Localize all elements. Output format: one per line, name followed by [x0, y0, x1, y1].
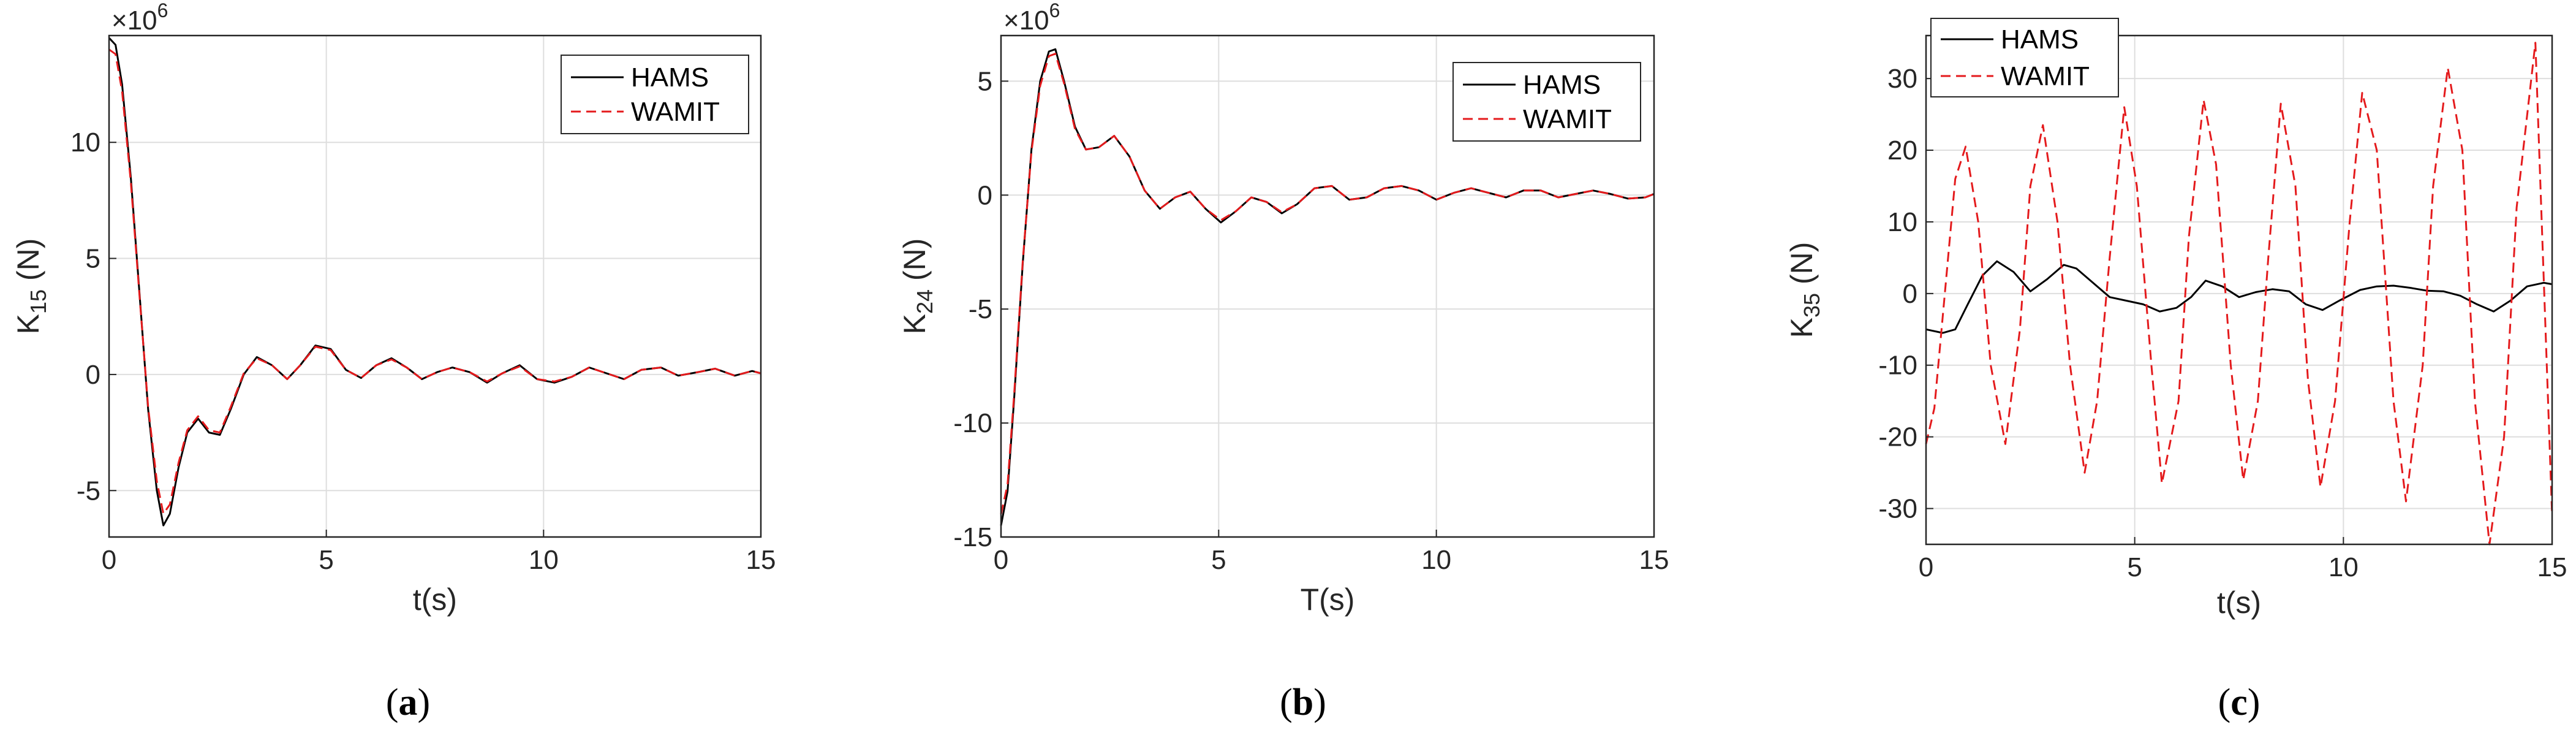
y-tick-label: -5: [77, 476, 100, 506]
y-tick-label: 5: [978, 66, 992, 96]
panel-a-ticks: 0 5 10 15 -5 0 5 10: [70, 128, 776, 575]
y-tick-label: 20: [1887, 135, 1917, 166]
legend-label-wamit: WAMIT: [631, 97, 720, 127]
panel-c-caption: (c): [2218, 682, 2261, 723]
y-tick-label: -10: [1878, 351, 1917, 381]
panel-a-grid: [109, 36, 761, 537]
y-tick-label: 10: [1887, 207, 1917, 237]
y-tick-label: 30: [1887, 64, 1917, 94]
y-tick-label: -15: [953, 522, 992, 552]
panel-b-exponent: ×106: [1003, 0, 1060, 36]
y-tick-label: 10: [70, 128, 100, 158]
panel-b-xlabel: T(s): [1301, 582, 1355, 617]
panel-a-exponent: ×106: [111, 0, 168, 36]
panel-a-legend: HAMS WAMIT: [561, 55, 749, 134]
x-tick-label: 0: [994, 545, 1008, 575]
panel-c: 0 5 10 15 -30 -20 -10 0 10 20 30 t(s) K35 (N) HAMS…: [1785, 18, 2567, 723]
legend-label-hams: HAMS: [631, 63, 709, 93]
x-tick-label: 0: [102, 545, 116, 575]
legend-label-wamit: WAMIT: [2001, 61, 2090, 91]
series-line-hams: [1925, 260, 2553, 334]
y-tick-label: -10: [953, 408, 992, 438]
x-tick-label: 0: [1919, 552, 1933, 582]
y-tick-label: 0: [978, 180, 992, 210]
x-tick-label: 15: [1639, 545, 1669, 575]
panel-b-legend: HAMS WAMIT: [1452, 62, 1641, 142]
y-tick-label: 0: [1903, 279, 1917, 309]
x-tick-label: 10: [1421, 545, 1451, 575]
panel-a: 0 5 10 15 -5 0 5 10 ×106 t(s) K15 (N) HAMS WAMI…: [11, 0, 776, 723]
legend-label-wamit: WAMIT: [1523, 104, 1612, 134]
x-tick-label: 15: [746, 545, 776, 575]
x-tick-label: 15: [2537, 552, 2567, 582]
legend-label-hams: HAMS: [1523, 70, 1601, 100]
panel-a-series: [108, 37, 761, 527]
panel-c-legend: HAMS WAMIT: [1930, 18, 2119, 97]
legend-box: [561, 55, 749, 134]
panel-b-series: [1000, 48, 1655, 526]
x-tick-label: 10: [529, 545, 559, 575]
panel-c-xlabel: t(s): [2217, 585, 2261, 620]
panel-b-caption: (b): [1280, 682, 1326, 723]
panel-c-plot-box: [1925, 34, 2553, 546]
panel-c-ticks: 0 5 10 15 -30 -20 -10 0 10 20 30: [1878, 64, 2567, 582]
y-tick-label: -20: [1878, 422, 1917, 452]
panel-c-ylabel: K35 (N): [1785, 242, 1824, 338]
panel-c-grid: [1926, 36, 2552, 544]
x-tick-label: 5: [319, 545, 333, 575]
series-line-wamit: [1925, 42, 2553, 546]
legend-label-hams: HAMS: [2001, 25, 2079, 55]
y-tick-label: 5: [86, 244, 100, 274]
legend-box: [1930, 18, 2119, 97]
y-tick-label: -5: [969, 294, 992, 324]
y-tick-label: -30: [1878, 494, 1917, 524]
panel-b-ticks: 0 5 10 15 -15 -10 -5 0 5: [953, 66, 1669, 575]
x-tick-label: 10: [2329, 552, 2359, 582]
panel-a-ylabel: K15 (N): [11, 238, 51, 335]
y-tick-label: 0: [86, 360, 100, 390]
panel-a-caption: (a): [386, 682, 430, 723]
panel-a-xlabel: t(s): [413, 582, 457, 617]
x-tick-label: 5: [2127, 552, 2142, 582]
panel-c-series: [1925, 42, 2553, 546]
panel-a-plot-box: [108, 34, 762, 538]
x-tick-label: 5: [1211, 545, 1226, 575]
panel-b-plot-box: [1000, 34, 1655, 538]
legend-box: [1452, 62, 1641, 142]
panel-b-ylabel: K24 (N): [897, 238, 937, 335]
series-line-wamit: [1000, 53, 1655, 515]
series-line-wamit: [108, 48, 761, 515]
panel-b: 0 5 10 15 -15 -10 -5 0 5 ×106 T(s) K24 (N) HAMS …: [897, 0, 1669, 723]
